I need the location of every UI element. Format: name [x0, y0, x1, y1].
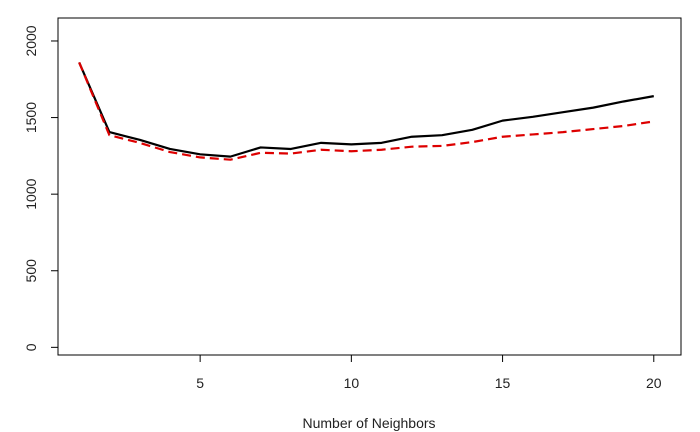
x-axis-label: Number of Neighbors: [302, 415, 435, 431]
series-solid-black-line: [78, 61, 654, 158]
series-group: [78, 61, 654, 161]
x-tick-label-5: 5: [196, 375, 204, 391]
x-tick-label-20: 20: [646, 375, 662, 391]
y-tick-label-500: 500: [23, 259, 39, 283]
y-tick-label-2000: 2000: [23, 25, 39, 56]
plot-frame: [57, 17, 682, 356]
series-dashed-red-line: [78, 61, 654, 161]
y-tick-label-1000: 1000: [23, 178, 39, 209]
y-tick-label-1500: 1500: [23, 102, 39, 133]
y-tick-label-0: 0: [23, 343, 39, 351]
y-axis: 0 500 1000 1500 2000: [23, 25, 58, 351]
x-axis: 5 10 15 20: [196, 355, 662, 391]
x-tick-label-15: 15: [495, 375, 511, 391]
x-tick-label-10: 10: [344, 375, 360, 391]
